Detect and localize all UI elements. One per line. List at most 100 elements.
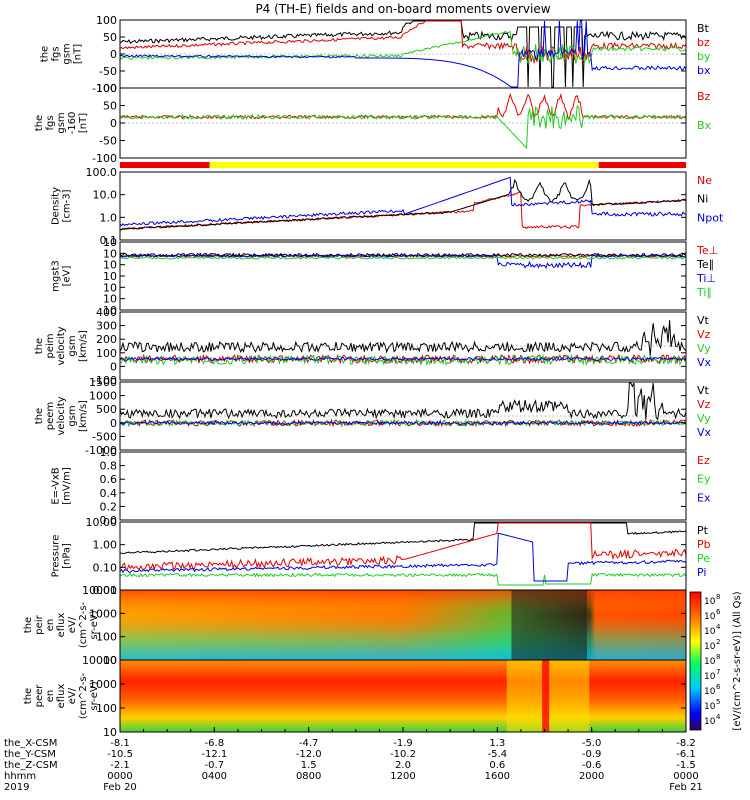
vi-ylabel-line-1: peim: [45, 333, 56, 358]
density-legend-1: Ni: [697, 193, 708, 206]
efield-ylabel-line-1: [mV/m]: [62, 467, 73, 505]
bgse-ylabel-line-2: gsm: [56, 112, 67, 133]
vi-ytick-label-4: 0: [110, 360, 117, 373]
x-row-0-value-6: -8.2: [676, 738, 696, 749]
temp-ytick-label-1: 10: [103, 247, 117, 260]
ion-spectrogram-overlay: [120, 590, 686, 660]
vi-line-2: [119, 353, 687, 367]
density-ytick-label-1: 10.0: [93, 189, 118, 202]
temp-ytick-label-2: 10: [103, 259, 117, 272]
colorbar-tick-1: 10 6: [704, 608, 721, 622]
pressure-line-1: [119, 522, 687, 571]
mode-bar-segment-0: [120, 162, 210, 168]
x-row-label-0: the_X-CSM: [4, 738, 57, 749]
pressure-ytick-label-0: 10.00: [86, 516, 118, 529]
x-row-label-1: the_Y-CSM: [4, 749, 56, 760]
ele_spec-ylabel-line-5: (cm^2-s-: [78, 672, 89, 719]
ion_spec-ylabel-line-2: en: [45, 619, 56, 632]
ve-ytick-label-2: 500: [96, 403, 117, 416]
ele_spec-ytick-label-2: 100: [96, 702, 117, 715]
bgsm-line-2: [119, 30, 687, 66]
efield-ytick-label-0: 1.0: [100, 446, 118, 459]
vi-ylabel-line-0: the: [34, 338, 45, 354]
vi-ytick-label-0: 400: [96, 306, 117, 319]
vi-line-3: [119, 356, 687, 362]
temp-legend-2: Ti⊥: [696, 272, 716, 285]
density-ytick-label-0: 100.0: [86, 166, 118, 179]
bgse-ytick-label-4: -100: [92, 152, 117, 165]
x-row-3-value-0: 0000: [107, 771, 132, 782]
density-frame: [119, 171, 687, 241]
ve-ytick-label-5: -1000: [85, 444, 117, 457]
x-row-2-value-3: 2.0: [395, 760, 411, 771]
pressure-legend-3: Pi: [697, 566, 706, 579]
colorbar-tick-6: 10 6: [704, 683, 721, 697]
ion_spec-ylabel-line-5: (cm^2-s-: [78, 601, 89, 648]
colorbar-tick-exp-6: 6: [716, 683, 721, 691]
panel-density: 100.0 10.0 1.0 0.1 Density [cm-3] Ne Ni Npot: [51, 166, 724, 247]
vi-legend-0: Vt: [697, 314, 710, 327]
x-row-1-value-1: -12.1: [201, 749, 227, 760]
efield-ytick-label-1: 0.8: [100, 460, 118, 473]
x-row-2-value-5: -0.6: [582, 760, 602, 771]
bgse-legend-1: Bx: [697, 119, 712, 132]
pressure-ylabel-line-0: Pressure: [51, 535, 62, 578]
x-row-1-value-0: -10.5: [107, 749, 133, 760]
vi-ytick-label-1: 300: [96, 320, 117, 333]
x-row-3-value-1: 0400: [202, 771, 227, 782]
bgse-ylabel: the fgs gsm -160 [nT]: [34, 112, 89, 135]
density-line-2: [119, 176, 687, 227]
pressure-legend-0: Pt: [697, 524, 709, 537]
bgsm-legend-3: bx: [697, 64, 711, 77]
bgse-ytick-label-1: 50: [103, 100, 117, 113]
temp-ytick-label-4: 10: [103, 281, 117, 294]
bgsm-ylabel-line-0: the: [40, 46, 51, 62]
x-row-0-value-1: -6.8: [205, 738, 225, 749]
density-ylabel-line-1: [cm-3]: [62, 189, 73, 222]
density-ytick-label-3: 0.1: [100, 234, 118, 247]
bgsm-ytick-label-3: -50: [99, 65, 117, 78]
colorbar-tick-exp-5: 7: [716, 668, 720, 676]
temp-ytick-label-6: 10: [103, 304, 117, 317]
colorbar-tick-exp-1: 6: [716, 608, 721, 616]
x-row-0-value-4: 1.3: [489, 738, 505, 749]
bgse-ytick-label-3: -50: [99, 135, 117, 148]
colorbar-tick-base-7: 10: [704, 702, 716, 712]
ele_spec-ylabel-line-2: en: [45, 690, 56, 703]
colorbar-tick-2: 10 4: [704, 623, 721, 637]
x-row-1-value-3: -10.2: [390, 749, 416, 760]
temp-ylabel-line-0: mgst3: [51, 260, 62, 292]
bgsm-legend-0: Bt: [697, 22, 710, 35]
ion_spec-ytick-label-2: 100: [96, 631, 117, 644]
density-line-1: [119, 178, 687, 231]
ele_spec-ylabel: the peer en eflux eV/(cm^2-s-sr-eV): [23, 672, 100, 719]
bgse-ylabel-line-3: -160: [67, 112, 78, 135]
ion_spec-ylabel-line-0: the: [23, 617, 34, 633]
colorbar-tick-exp-4: 8: [716, 653, 720, 661]
temp-line-3: [119, 256, 686, 260]
pressure-ytick-label-2: 0.10: [93, 561, 118, 574]
pressure-line-2: [119, 572, 687, 586]
pressure-legend-2: Pe: [697, 552, 710, 565]
x-row-4-value-6: Feb 21: [669, 782, 703, 793]
ion_spec-ylabel-line-4: eV/: [67, 616, 78, 633]
pressure-ytick-label-1: 1.00: [93, 539, 118, 552]
x-row-1-value-6: -6.1: [676, 749, 696, 760]
ele_spec-ytick-label-0: 10000: [82, 654, 117, 667]
vi-line-0: [119, 320, 687, 357]
temp-ytick-label-5: 10: [103, 293, 117, 306]
ve-ytick-label-0: 1500: [89, 376, 117, 389]
ve-ylabel-line-2: velocity: [56, 396, 67, 435]
vi-legend-3: Vx: [697, 356, 712, 369]
ele_spec-ytick-label-1: 1000: [89, 678, 117, 691]
pressure-ytick-label-3: 0.01: [93, 584, 118, 597]
x-row-2-value-1: -0.7: [205, 760, 225, 771]
x-row-0-value-5: -5.0: [582, 738, 602, 749]
bgsm-ytick-label-4: -100: [92, 82, 117, 95]
bgsm-line-3: [119, 20, 687, 88]
colorbar-tick-exp-7: 5: [716, 698, 720, 706]
ve-ylabel-line-1: peem: [45, 402, 56, 430]
temp-ylabel: mgst3 [eV]: [51, 260, 73, 292]
